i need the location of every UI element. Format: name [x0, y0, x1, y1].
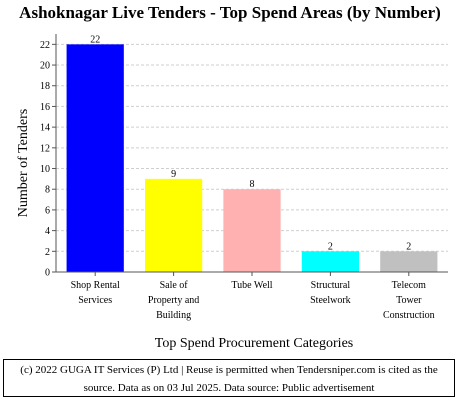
data-label: 22 [90, 34, 100, 45]
category-label-line: Steelwork [310, 295, 351, 306]
bar [380, 251, 438, 272]
category-label: Telecom Tower Construction [383, 280, 435, 321]
axes [52, 34, 448, 276]
category-label-line: Sale of [160, 280, 189, 291]
x-axis-title: Top Spend Procurement Categories [155, 336, 353, 351]
y-tick-label: 10 [40, 164, 50, 175]
category-label-line: Structural [311, 280, 351, 291]
category-label-line: Shop Rental [71, 280, 120, 291]
bar [66, 44, 124, 272]
footer-line-1: (c) 2022 GUGA IT Services (P) Ltd | Reus… [20, 364, 438, 376]
data-label: 9 [171, 169, 176, 180]
y-tick-label: 2 [45, 247, 50, 258]
bar [301, 251, 360, 272]
y-tick-label: 12 [40, 143, 50, 154]
data-label: 2 [328, 241, 333, 252]
y-tick-label: 22 [40, 40, 50, 51]
category-label-line: Tower [396, 295, 422, 306]
footer-line-2: source. Data as on 03 Jul 2025. Data sou… [83, 382, 375, 394]
bars [66, 44, 438, 272]
y-tick-label: 4 [45, 226, 50, 237]
y-tick-label: 8 [45, 185, 50, 196]
y-tick-label: 18 [40, 81, 50, 92]
category-label-line: Building [156, 310, 191, 321]
y-tick-label: 0 [45, 268, 50, 279]
y-tick-label: 20 [40, 61, 50, 72]
category-label-line: Property and [148, 295, 199, 306]
category-label-line: Services [78, 295, 112, 306]
category-label: Structural Steelwork [310, 280, 351, 306]
y-tick-label: 6 [45, 205, 50, 216]
category-label-line: Construction [383, 310, 435, 321]
bar [144, 178, 203, 272]
category-label: Sale of Property and Building [148, 280, 199, 321]
chart-title: Ashoknagar Live Tenders - Top Spend Area… [19, 3, 441, 22]
category-label-line: Telecom [392, 280, 427, 291]
y-tick-label: 16 [40, 102, 50, 113]
category-label-line: Tube Well [231, 280, 272, 291]
data-label: 8 [250, 179, 255, 190]
y-tick-label: 14 [40, 123, 50, 134]
data-label: 2 [406, 241, 411, 252]
bar [223, 189, 281, 272]
y-axis-title: Number of Tenders [16, 109, 31, 217]
footer-notice: (c) 2022 GUGA IT Services (P) Ltd | Reus… [3, 359, 455, 397]
category-label: Shop Rental Services [71, 280, 120, 306]
category-label: Tube Well [231, 280, 272, 291]
